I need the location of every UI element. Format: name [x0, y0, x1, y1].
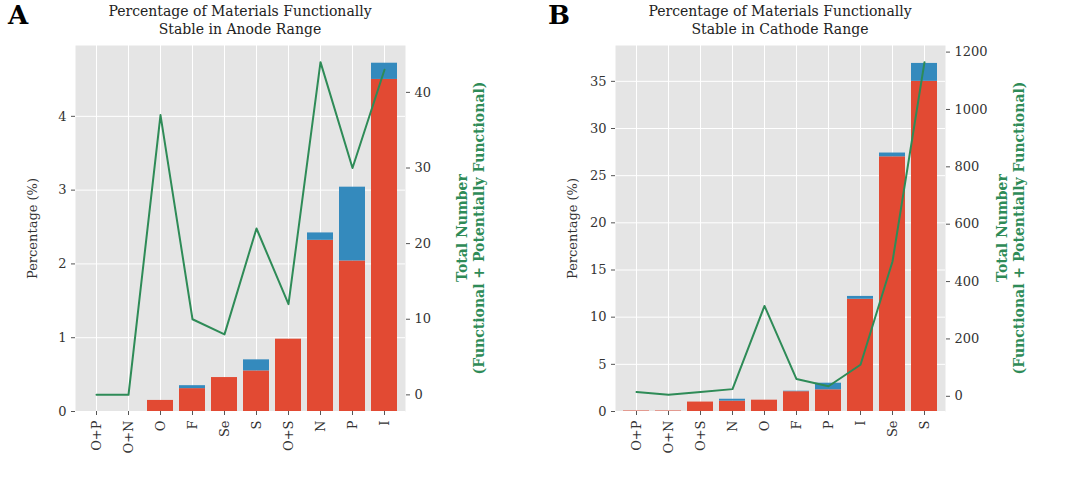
html-text:Total Number (Functional + Pot: Total Number (Functional + Potentially F…	[994, 81, 1027, 375]
svg-text:S: S	[249, 421, 264, 430]
svg-text:1200: 1200	[955, 44, 988, 59]
svg-text:800: 800	[955, 159, 980, 174]
svg-text:I: I	[853, 421, 868, 426]
html-text:Percentage of Materials Functi: Percentage of Materials Functionally Sta…	[648, 3, 912, 37]
svg-text:0: 0	[58, 404, 66, 419]
svg-text:3: 3	[58, 182, 66, 197]
svg-text:0: 0	[598, 404, 606, 419]
svg-text:S: S	[917, 421, 932, 430]
svg-text:10: 10	[415, 311, 432, 326]
svg-text:0: 0	[955, 388, 963, 403]
svg-text:600: 600	[955, 216, 980, 231]
svg-text:P: P	[821, 420, 836, 429]
svg-text:0: 0	[415, 387, 423, 402]
svg-text:35: 35	[590, 74, 607, 89]
svg-text:Percentage (%): Percentage (%)	[25, 178, 40, 279]
svg-text:N: N	[725, 421, 740, 432]
svg-text:400: 400	[955, 274, 980, 289]
svg-text:O: O	[153, 421, 168, 432]
svg-text:I: I	[377, 421, 392, 426]
svg-text:Se: Se	[885, 420, 900, 437]
svg-text:F: F	[789, 421, 804, 430]
html-text:Percentage of Materials Functi: Percentage of Materials Functionally Sta…	[108, 3, 372, 37]
html-text:B: B	[548, 0, 570, 30]
svg-text:O+P: O+P	[629, 420, 644, 451]
svg-text:Percentage (%): Percentage (%)	[565, 178, 580, 279]
svg-text:O+N: O+N	[121, 421, 136, 454]
html-text:Total Number (Functional + Pot: Total Number (Functional + Potentially F…	[454, 81, 487, 375]
html-text:A: A	[8, 0, 29, 30]
svg-text:O+S: O+S	[693, 421, 708, 451]
svg-text:25: 25	[590, 168, 607, 183]
svg-text:30: 30	[590, 121, 607, 136]
svg-text:10: 10	[590, 309, 607, 324]
svg-text:1: 1	[58, 330, 66, 345]
svg-text:20: 20	[415, 236, 432, 251]
svg-text:P: P	[345, 420, 360, 429]
svg-text:30: 30	[415, 160, 432, 175]
svg-text:O+S: O+S	[281, 421, 296, 451]
svg-text:4: 4	[58, 108, 66, 123]
svg-text:20: 20	[590, 215, 607, 230]
svg-text:O+N: O+N	[661, 421, 676, 454]
svg-text:5: 5	[598, 356, 606, 371]
svg-text:40: 40	[415, 85, 432, 100]
svg-text:F: F	[185, 421, 200, 430]
svg-text:15: 15	[590, 262, 607, 277]
svg-text:Se: Se	[217, 420, 232, 437]
svg-text:N: N	[313, 421, 328, 432]
svg-text:O: O	[757, 421, 772, 432]
svg-text:1000: 1000	[955, 102, 988, 117]
svg-text:200: 200	[955, 331, 980, 346]
svg-text:2: 2	[58, 256, 66, 271]
svg-text:O+P: O+P	[89, 420, 104, 451]
